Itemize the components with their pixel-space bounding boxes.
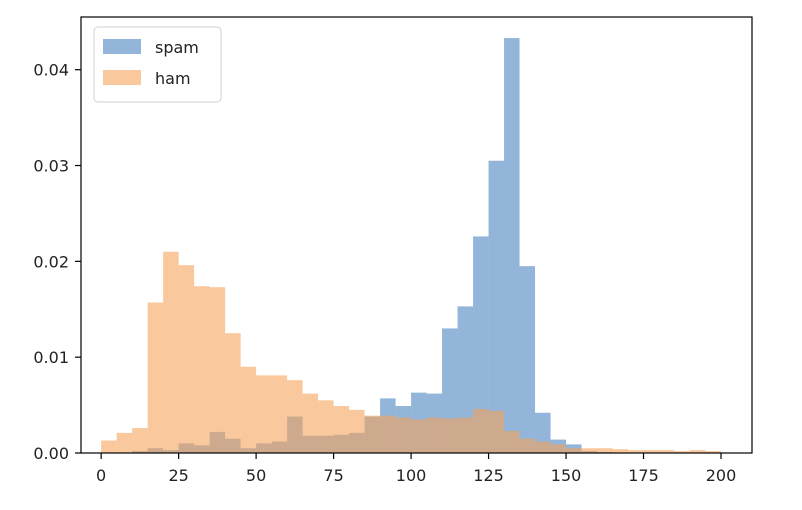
ham-bar	[132, 428, 148, 453]
ham-bar	[581, 448, 598, 453]
ham-bar	[225, 333, 241, 453]
spam-bar	[519, 266, 536, 453]
ham-bar	[364, 415, 381, 453]
ham-bar	[705, 451, 722, 453]
ham-bar	[333, 406, 350, 453]
legend: spam ham	[93, 26, 222, 103]
ham-bar	[535, 441, 551, 453]
spam-bar	[488, 160, 505, 453]
x-tick-label: 200	[706, 466, 737, 485]
y-tick-label: 0.03	[33, 157, 69, 176]
ham-bar	[643, 450, 660, 453]
x-tick-label: 25	[168, 466, 188, 485]
ham-bar	[163, 251, 179, 453]
ham-bar	[411, 419, 427, 453]
ham-bar	[178, 265, 195, 453]
ham-bar	[349, 409, 365, 453]
ham-bar	[395, 417, 412, 453]
ham-bar	[659, 450, 675, 453]
ham-bar	[209, 287, 226, 453]
ham-bars	[101, 251, 722, 453]
ham-bar	[674, 451, 691, 453]
spam-bar	[504, 38, 520, 453]
ham-bar	[457, 417, 474, 453]
x-tick-label: 150	[551, 466, 582, 485]
ham-bar	[380, 415, 396, 453]
ham-bar	[519, 438, 536, 453]
ham-bar	[194, 286, 210, 453]
ham-legend-label: ham	[155, 69, 191, 88]
ham-bar	[488, 410, 505, 453]
axes-frame	[80, 16, 753, 454]
ham-bar	[442, 418, 458, 453]
ham-bar	[147, 302, 164, 453]
x-tick-label: 100	[396, 466, 427, 485]
ham-bar	[566, 448, 582, 453]
y-tick-label: 0.00	[33, 444, 69, 463]
x-tick-label: 175	[628, 466, 659, 485]
x-tick-label: 125	[473, 466, 504, 485]
x-tick-label: 75	[323, 466, 343, 485]
ham-bar	[101, 440, 117, 453]
ham-bar	[550, 444, 567, 453]
spam-legend-swatch	[103, 39, 141, 54]
ham-bar	[271, 375, 288, 453]
ham-bar	[690, 450, 706, 453]
x-tick-label: 50	[246, 466, 266, 485]
y-axis: 0.00 0.01 0.02 0.03 0.04	[33, 61, 81, 463]
y-tick-label: 0.02	[33, 252, 69, 271]
ham-bar	[256, 375, 272, 453]
x-tick-label: 0	[96, 466, 106, 485]
ham-bar	[318, 400, 334, 453]
x-axis: 0 25 50 75 100 125 150 175 200	[96, 453, 736, 485]
ham-bar	[597, 448, 613, 453]
spam-bar	[473, 236, 489, 453]
ham-bar	[426, 417, 443, 453]
y-tick-label: 0.04	[33, 61, 69, 80]
ham-bar	[504, 430, 520, 453]
spam-legend-label: spam	[155, 38, 199, 57]
ham-bar	[240, 366, 257, 453]
ham-bar	[116, 432, 133, 453]
spam-bar	[457, 306, 474, 453]
ham-bar	[302, 393, 319, 453]
ham-bar	[612, 449, 629, 453]
ham-legend-swatch	[103, 70, 141, 85]
ham-bar	[473, 408, 489, 453]
y-tick-label: 0.01	[33, 348, 69, 367]
ham-bar	[628, 450, 644, 453]
ham-bar	[287, 380, 303, 453]
